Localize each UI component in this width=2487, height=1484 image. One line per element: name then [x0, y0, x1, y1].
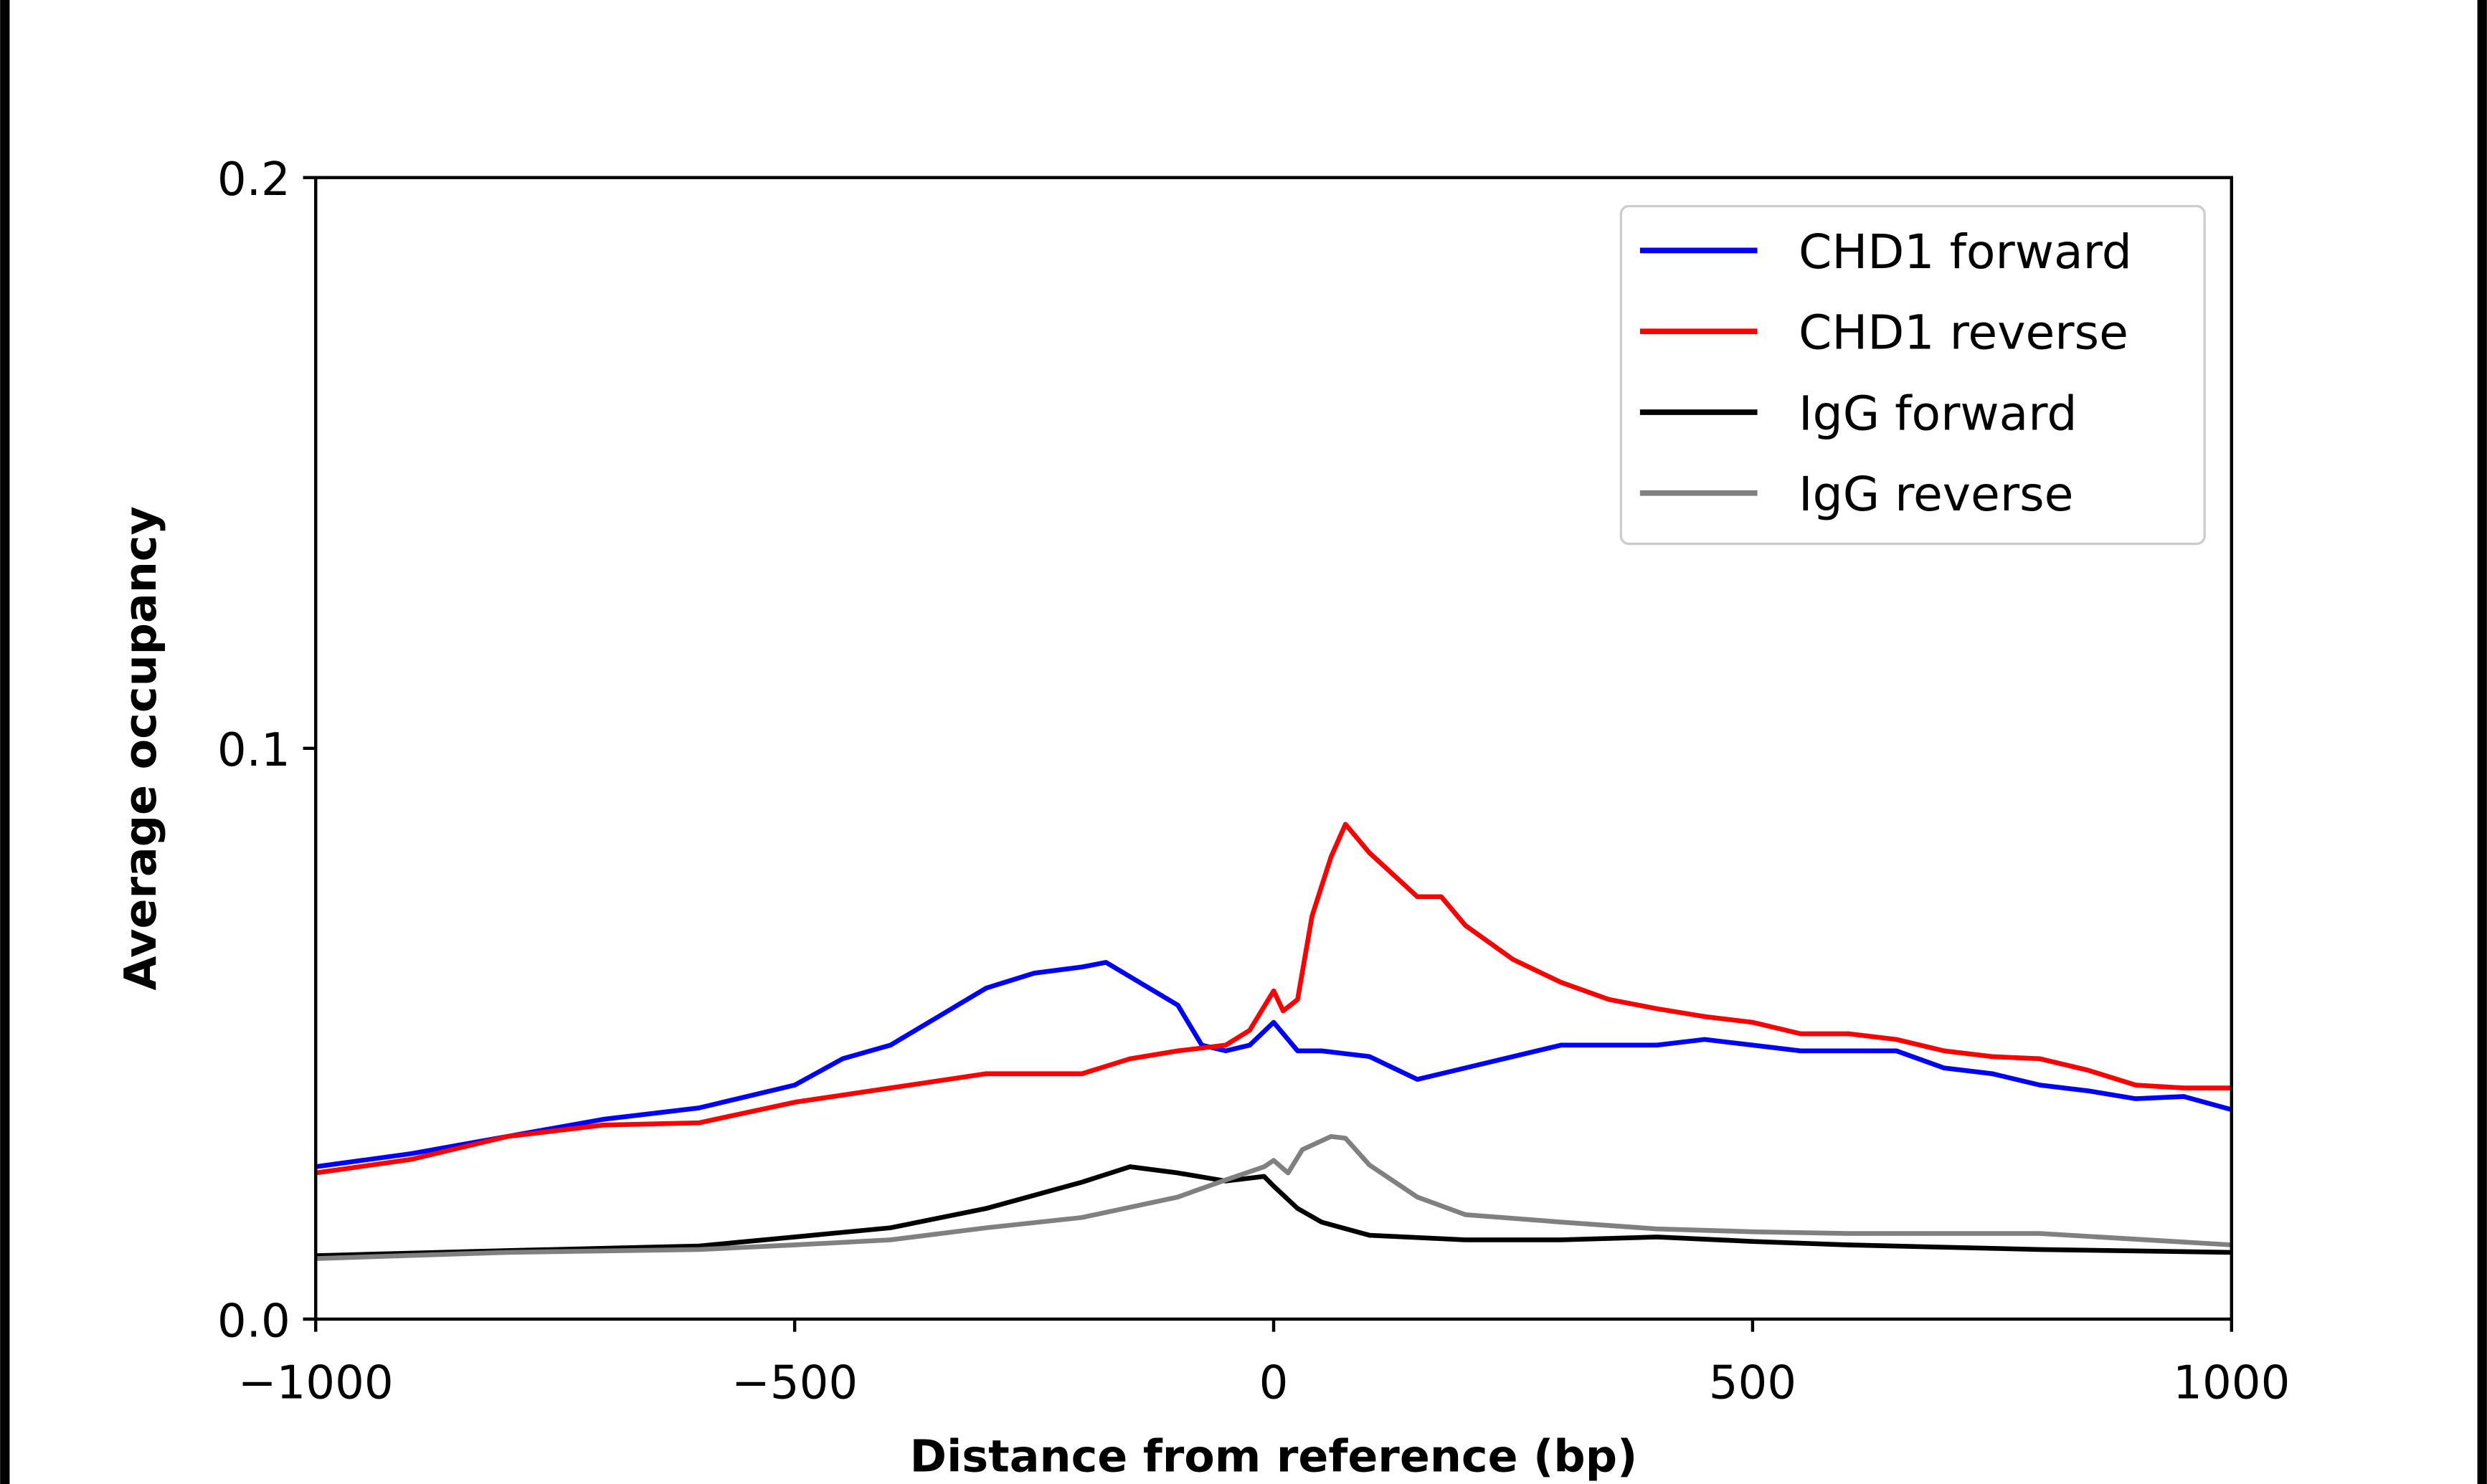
series-line-chd1-reverse: [315, 822, 2232, 1176]
x-tick-label: 500: [1709, 1356, 1796, 1410]
legend-box: [1619, 204, 2206, 546]
legend-label: CHD1 reverse: [1799, 305, 2128, 361]
y-axis-ticks: 0.0 0.1 0.2: [217, 153, 316, 1348]
y-tick-label: 0.1: [217, 723, 290, 777]
legend: CHD1 forward CHD1 reverse IgG forward IgG r…: [1619, 204, 2206, 546]
series-line-igg-forward: [316, 1164, 2232, 1258]
x-tick-label: −500: [731, 1356, 858, 1410]
legend-label: IgG reverse: [1799, 466, 2073, 522]
left-border-bar: [0, 0, 10, 1484]
right-border-bar: [2477, 0, 2487, 1484]
x-axis-ticks: −1000 −500 0 500 1000: [238, 1319, 2290, 1410]
y-tick-label: 0.2: [217, 153, 290, 206]
x-tick-label: 0: [1259, 1356, 1289, 1410]
legend-label: CHD1 forward: [1799, 224, 2132, 280]
legend-label: IgG forward: [1799, 385, 2077, 441]
y-tick-label: 0.0: [217, 1294, 290, 1348]
x-axis-label: Distance from reference (bp): [910, 1430, 1638, 1482]
x-tick-label: 1000: [2173, 1356, 2290, 1410]
y-axis-label: Average occupancy: [115, 506, 166, 990]
x-tick-label: −1000: [238, 1356, 394, 1410]
series-layer: [315, 822, 2232, 1261]
series-line-chd1-forward: [315, 960, 2232, 1169]
series-line-igg-reverse: [316, 1133, 2232, 1261]
